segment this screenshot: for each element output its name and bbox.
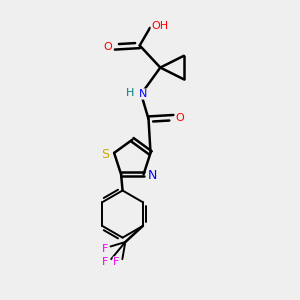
Text: F: F	[102, 257, 109, 267]
Text: OH: OH	[151, 21, 168, 31]
Text: O: O	[104, 42, 112, 52]
Text: F: F	[113, 257, 120, 267]
Text: N: N	[139, 89, 147, 99]
Text: N: N	[148, 169, 157, 182]
Text: H: H	[126, 88, 134, 98]
Text: S: S	[101, 148, 109, 161]
Text: F: F	[101, 244, 108, 254]
Text: O: O	[176, 112, 184, 123]
